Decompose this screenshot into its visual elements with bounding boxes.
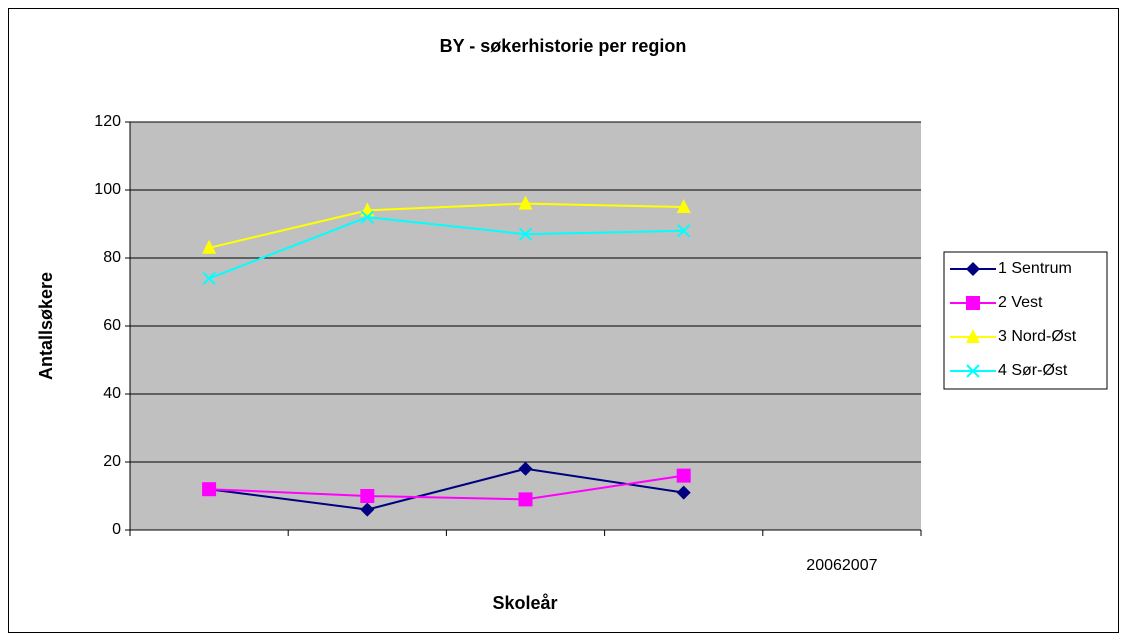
marker: [518, 195, 533, 210]
marker: [202, 271, 216, 286]
legend-label: 3 Nord-Øst: [998, 328, 1077, 345]
y-tick-label: 40: [103, 385, 121, 402]
legend-box: [943, 251, 1108, 390]
series-line: [208, 216, 684, 280]
series-line: [209, 474, 684, 501]
marker: [966, 262, 980, 276]
marker: [202, 482, 217, 497]
marker: [676, 468, 691, 483]
y-tick-label: 0: [112, 521, 121, 538]
marker: [360, 489, 375, 503]
y-tick-label: 20: [103, 453, 121, 470]
marker: [518, 227, 533, 241]
y-tick-label: 120: [94, 113, 121, 130]
series-line: [208, 202, 684, 249]
legend-label: 1 Sentrum: [998, 260, 1072, 277]
marker: [676, 224, 691, 238]
marker: [518, 461, 533, 476]
chart-title: BY - søkerhistorie per region: [440, 36, 687, 56]
legend-label: 2 Vest: [998, 294, 1043, 311]
y-tick-label: 100: [94, 181, 121, 198]
marker: [360, 210, 375, 224]
marker: [966, 329, 980, 343]
y-tick-label: 80: [103, 249, 121, 266]
legend-label: 4 Sør-Øst: [998, 362, 1068, 379]
marker: [360, 502, 375, 517]
y-tick-label: 60: [103, 317, 121, 334]
marker: [518, 492, 533, 507]
marker: [966, 364, 980, 378]
marker: [966, 296, 980, 310]
marker: [676, 485, 691, 500]
marker: [676, 199, 691, 213]
x-tick-label: 20062007: [806, 557, 877, 574]
y-axis-label: Antallsøkere: [36, 272, 56, 380]
x-axis-label: Skoleår: [492, 593, 557, 613]
series-line: [208, 467, 684, 511]
marker: [202, 239, 217, 254]
